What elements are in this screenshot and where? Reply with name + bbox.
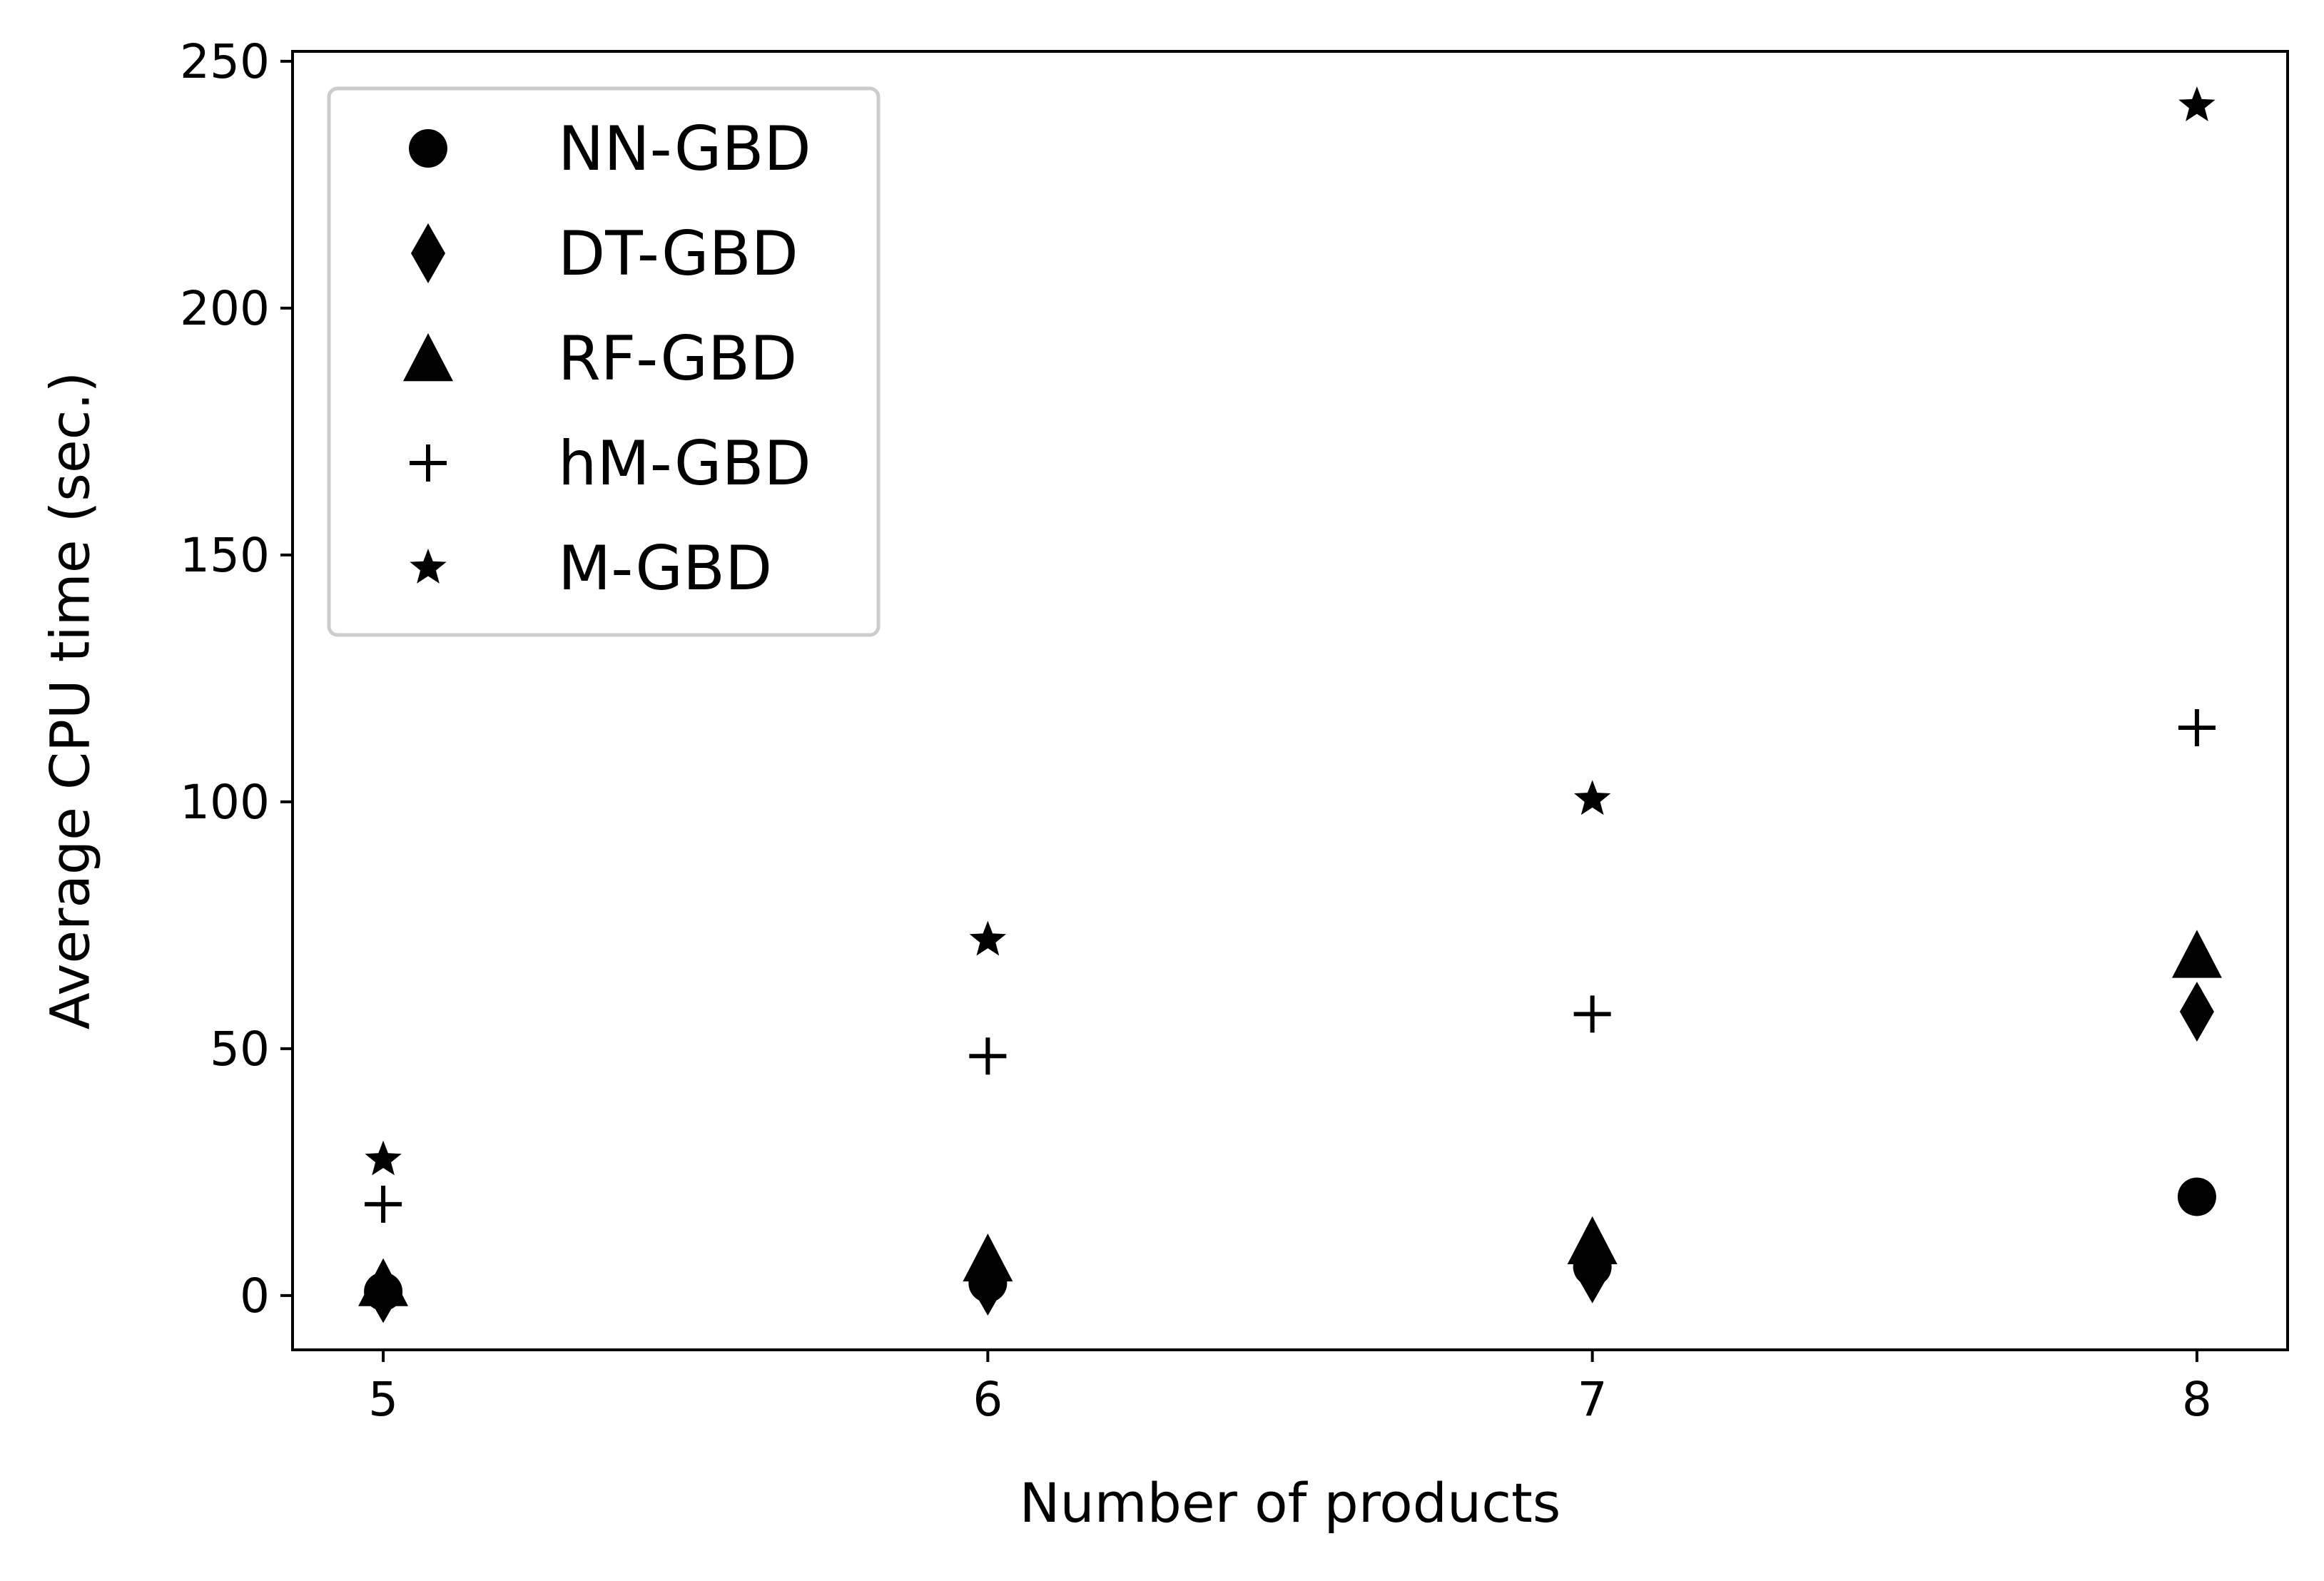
- data-point-hm-gbd-7: [1573, 995, 1611, 1033]
- x-tick-label: 5: [368, 1372, 398, 1427]
- legend-marker-rf-gbd: [403, 333, 453, 382]
- legend-box: [327, 86, 881, 637]
- data-point-nn-gbd-8: [2177, 1177, 2216, 1216]
- y-tick-label: 200: [180, 281, 270, 336]
- y-tick-label: 100: [180, 775, 270, 830]
- data-point-hm-gbd-8: [2178, 709, 2216, 747]
- x-axis-ticks: 5 6 7 8: [368, 1350, 2212, 1427]
- x-tick-label: 7: [1578, 1372, 1608, 1427]
- data-point-m-gbd-8: [2178, 86, 2216, 121]
- legend-marker-nn-gbd: [409, 129, 447, 168]
- data-point-m-gbd-7: [1573, 780, 1611, 815]
- legend-label-dt-gbd: DT-GBD: [558, 218, 798, 290]
- legend-label-m-gbd: M-GBD: [558, 533, 772, 604]
- legend-label-nn-gbd: NN-GBD: [558, 113, 811, 185]
- data-marks: [358, 86, 2222, 1323]
- y-tick-label: 250: [180, 34, 270, 89]
- x-tick-label: 8: [2182, 1372, 2212, 1427]
- data-point-rf-gbd-7: [1567, 1216, 1618, 1264]
- y-axis-ticks: 0 50 100 150 200 250: [180, 34, 293, 1323]
- data-point-rf-gbd-5: [358, 1258, 409, 1306]
- legend-label-rf-gbd: RF-GBD: [558, 323, 797, 395]
- y-tick-label: 50: [210, 1022, 270, 1077]
- x-axis-label: Number of products: [1020, 1471, 1561, 1535]
- legend: NN-GBD DT-GBD RF-GBD hM-GBD M-GBD: [327, 86, 881, 637]
- data-point-m-gbd-6: [969, 920, 1007, 956]
- legend-label-hm-gbd: hM-GBD: [558, 428, 811, 499]
- y-tick-label: 0: [240, 1269, 270, 1323]
- data-point-hm-gbd-5: [365, 1185, 402, 1223]
- data-point-rf-gbd-6: [963, 1233, 1013, 1282]
- plot-area-frame: [291, 50, 2289, 1351]
- data-point-dt-gbd-8: [2179, 981, 2214, 1042]
- data-point-m-gbd-5: [365, 1140, 402, 1176]
- x-tick-label: 6: [973, 1372, 1003, 1427]
- y-tick-label: 150: [180, 528, 270, 583]
- legend-marker-hm-gbd: [410, 444, 447, 482]
- legend-marker-dt-gbd: [411, 223, 445, 283]
- data-point-hm-gbd-6: [969, 1037, 1007, 1075]
- y-axis-label: Average CPU time (sec.): [39, 372, 102, 1030]
- data-point-rf-gbd-8: [2171, 930, 2222, 978]
- legend-marker-m-gbd: [410, 549, 447, 584]
